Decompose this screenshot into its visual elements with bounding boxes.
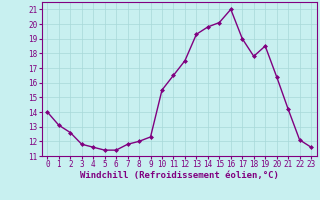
X-axis label: Windchill (Refroidissement éolien,°C): Windchill (Refroidissement éolien,°C) — [80, 171, 279, 180]
